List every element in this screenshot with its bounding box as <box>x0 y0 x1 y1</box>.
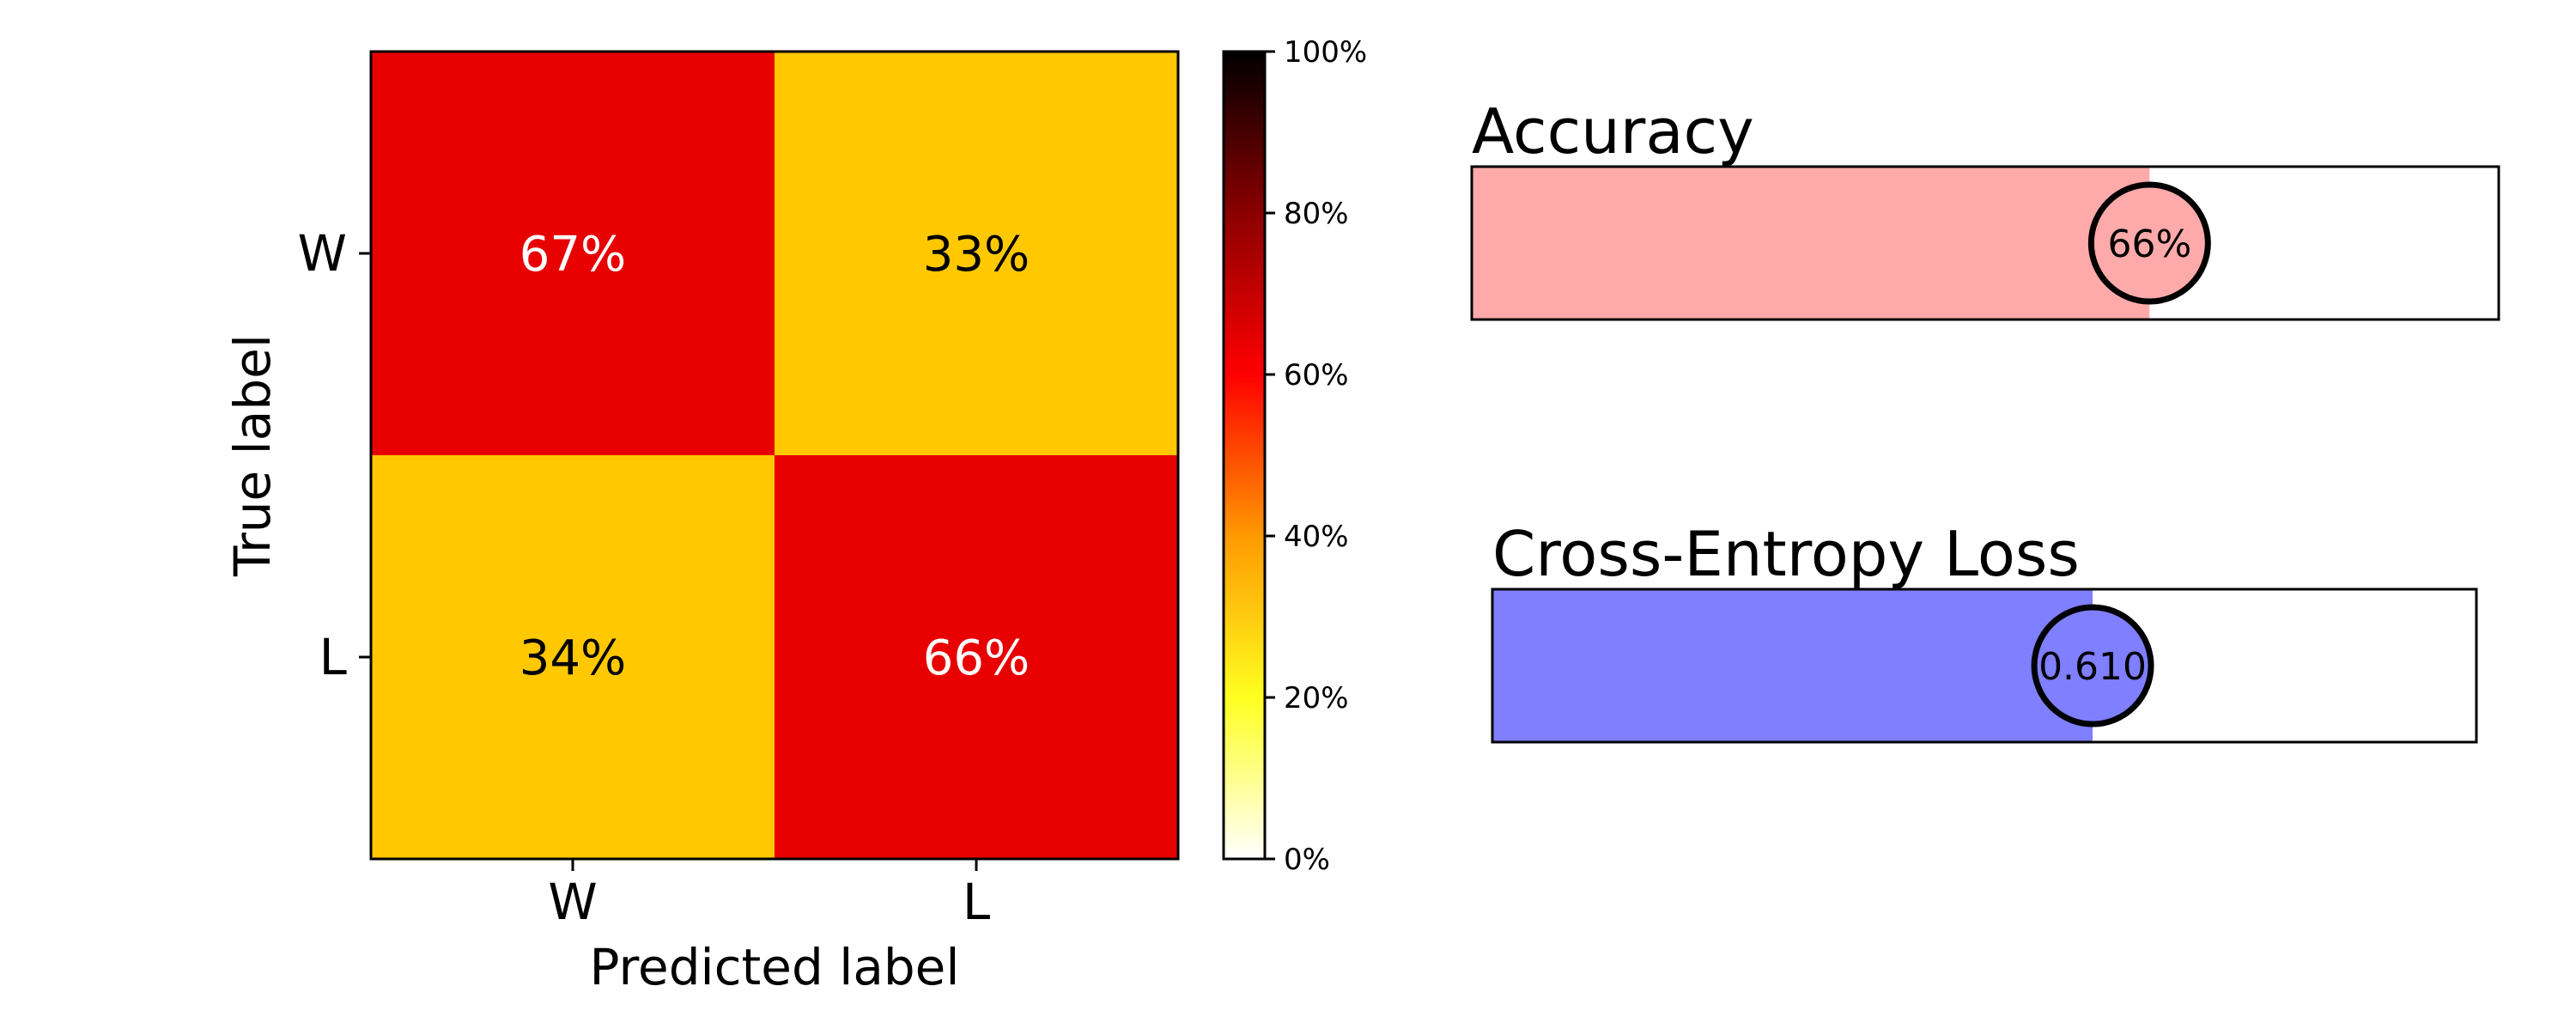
heatmap-cell <box>371 52 775 455</box>
heatmap-cell <box>775 455 1178 859</box>
colorbar-tick-label: 80% <box>1284 197 1349 231</box>
metric-value-marker <box>2087 181 2211 305</box>
colorbar-tick-label: 100% <box>1284 35 1367 70</box>
metric-title: Accuracy <box>1472 95 1754 167</box>
heatmap-cell <box>371 455 775 859</box>
colorbar-gradient <box>1222 50 1267 861</box>
colorbar-tick-label: 40% <box>1284 520 1349 554</box>
loss-meter: Cross-Entropy Loss 0.610 <box>1491 518 2478 744</box>
cell-value-label: 67% <box>519 227 626 283</box>
x-axis-label: Predicted label <box>590 938 960 996</box>
x-tick-label: L <box>963 873 990 931</box>
metric-title: Cross-Entropy Loss <box>1492 518 2080 590</box>
x-tick-label: W <box>548 873 597 931</box>
metric-value-marker <box>2031 604 2154 728</box>
y-axis-label: True label <box>223 334 282 577</box>
y-tick-label: L <box>319 628 347 686</box>
cell-value-label: 33% <box>923 227 1030 283</box>
y-tick-label: W <box>298 224 347 283</box>
cell-value-label: 34% <box>519 630 626 686</box>
colorbar: 0% 20% 40% 60% 80% 100% <box>1222 35 1367 877</box>
confusion-matrix: 67% 33% 34% 66% W L W L Predicted label True l… <box>223 50 1180 996</box>
accuracy-meter: Accuracy 66% <box>1470 95 2500 321</box>
colorbar-tick-label: 60% <box>1284 358 1349 393</box>
heatmap-cell <box>775 52 1178 455</box>
metrics-panel: Accuracy 66% Cross-Entropy Loss 0.610 <box>1470 95 2500 744</box>
metric-bar-fill <box>1492 589 2093 742</box>
cell-value-label: 66% <box>923 630 1030 686</box>
colorbar-tick-label: 20% <box>1284 681 1349 715</box>
metric-bar-frame <box>1491 588 2478 744</box>
metric-bar-frame <box>1470 165 2500 321</box>
colorbar-tick-label: 0% <box>1284 843 1330 877</box>
metric-value-label: 66% <box>2107 222 2191 266</box>
metric-value-label: 0.610 <box>2038 645 2147 689</box>
metric-bar-fill <box>1472 167 2150 320</box>
confusion-matrix-frame <box>369 50 1180 861</box>
